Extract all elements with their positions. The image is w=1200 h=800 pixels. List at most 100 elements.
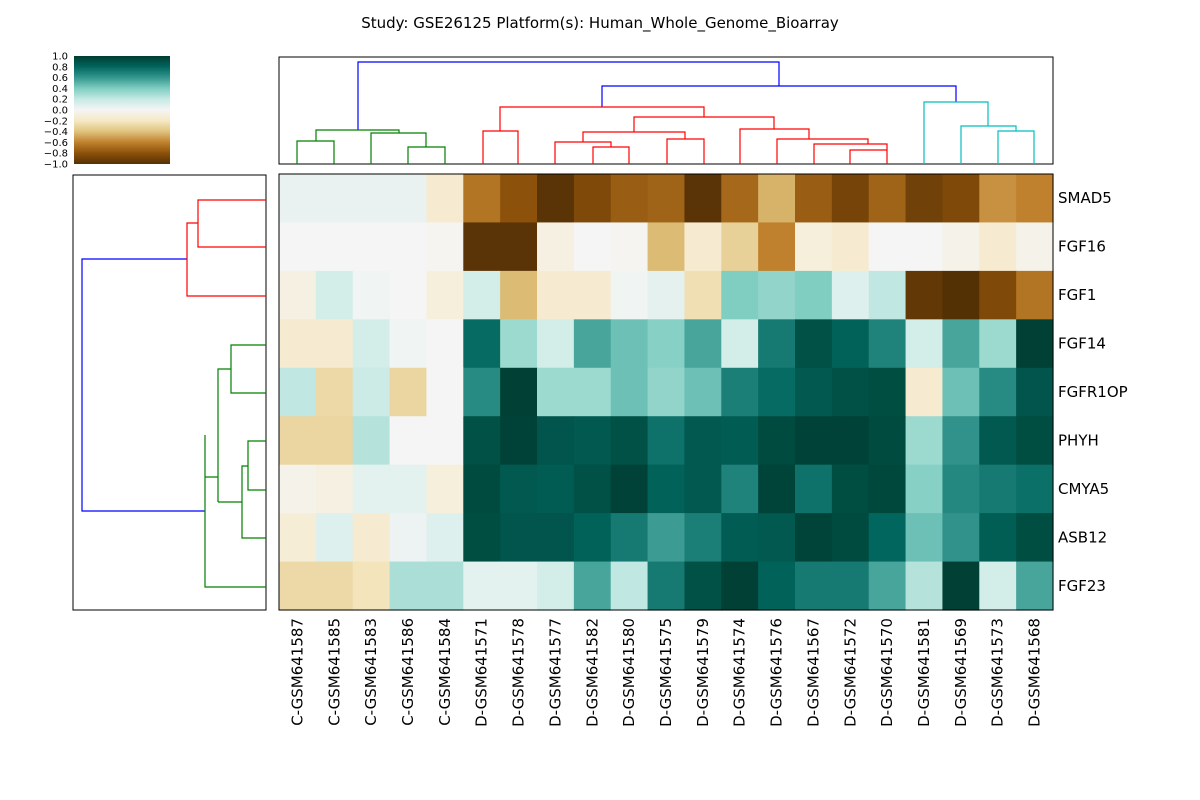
heatmap-cell: [831, 270, 870, 320]
heatmap-cell: [426, 464, 464, 514]
heatmap-cell: [795, 174, 833, 224]
heatmap-cell: [905, 270, 944, 320]
heatmap-cell: [389, 513, 428, 563]
column-label: D-GSM641577: [546, 618, 564, 727]
heatmap-cell: [573, 270, 612, 320]
heatmap-cell: [315, 270, 354, 320]
row-label: FGF16: [1058, 238, 1106, 256]
heatmap-cell: [279, 561, 317, 611]
heatmap-cell: [868, 513, 907, 563]
heatmap-cell: [979, 222, 1017, 272]
heatmap-cell: [831, 222, 870, 272]
heatmap-frame: [278, 173, 1054, 611]
heatmap-cell: [942, 416, 980, 466]
row-label: FGFR1OP: [1058, 383, 1128, 401]
heatmap-cell: [647, 416, 686, 466]
heatmap-cell: [758, 222, 796, 272]
heatmap-cell: [758, 561, 796, 611]
heatmap-cell: [389, 416, 428, 466]
heatmap-cell: [573, 174, 612, 224]
column-dendrogram: [296, 61, 1035, 164]
heatmap-cell: [721, 270, 759, 320]
column-label: D-GSM641580: [620, 618, 638, 727]
heatmap-cell: [721, 367, 759, 417]
heatmap-cell: [315, 464, 354, 514]
colorbar-tick-label: 0.2: [52, 95, 68, 106]
heatmap-cell: [979, 561, 1017, 611]
column-label: D-GSM641571: [473, 618, 491, 727]
heatmap-cell: [942, 222, 980, 272]
heatmap-cell: [610, 416, 649, 466]
heatmap-cell: [500, 319, 538, 369]
heatmap-cell: [905, 222, 944, 272]
heatmap-cell: [758, 513, 796, 563]
row-dendrogram: [81, 199, 266, 588]
heatmap-cell: [279, 416, 317, 466]
heatmap-cell: [647, 367, 686, 417]
heatmap-cell: [315, 561, 354, 611]
heatmap-cell: [905, 464, 944, 514]
heatmap-cell: [684, 270, 722, 320]
heatmap-cell: [500, 513, 538, 563]
heatmap-cell: [426, 561, 464, 611]
heatmap-cell: [500, 367, 538, 417]
heatmap-cell: [352, 367, 391, 417]
heatmap-cell: [795, 367, 833, 417]
heatmap-cell: [1016, 319, 1054, 369]
heatmap-cell: [1016, 270, 1054, 320]
colorbar-ticks: 1.00.80.60.40.20.0−0.2−0.4−0.6−0.8−1.0: [44, 52, 68, 171]
chart-title: Study: GSE26125 Platform(s): Human_Whole…: [361, 14, 839, 33]
heatmap-cell: [315, 174, 354, 224]
heatmap-cell: [279, 464, 317, 514]
row-labels: SMAD5 FGF16 FGF1 FGF14 FGFR1OP PHYH CMYA5 ASB12…: [1058, 189, 1128, 595]
heatmap-cell: [537, 222, 575, 272]
heatmap-cell: [500, 561, 538, 611]
heatmap-cell: [868, 464, 907, 514]
heatmap-cell: [942, 561, 980, 611]
heatmap-cell: [463, 464, 501, 514]
row-dendro-root-link: [81, 258, 205, 512]
heatmap-cell: [610, 270, 649, 320]
heatmap-cell: [979, 174, 1017, 224]
heatmap-cell: [463, 174, 501, 224]
heatmap-cell: [573, 222, 612, 272]
colorbar-tick-label: −1.0: [44, 160, 68, 171]
heatmap-cell: [426, 513, 464, 563]
heatmap-cell: [942, 464, 980, 514]
heatmap-cell: [647, 270, 686, 320]
heatmap-cell: [758, 367, 796, 417]
heatmap-cell: [795, 561, 833, 611]
colorbar-tick-label: 0.8: [52, 62, 68, 73]
heatmap-cell: [1016, 367, 1054, 417]
heatmap-cell: [279, 513, 317, 563]
heatmap-cell: [463, 270, 501, 320]
heatmap-cell: [647, 464, 686, 514]
heatmap-cell: [905, 174, 944, 224]
heatmap-cell: [684, 561, 722, 611]
heatmap-cell: [979, 513, 1017, 563]
col-dendro-d-group-a: [482, 106, 775, 164]
heatmap-cell: [831, 416, 870, 466]
colorbar: [74, 56, 170, 164]
heatmap-cell: [537, 416, 575, 466]
heatmap-cell: [795, 513, 833, 563]
heatmap-cell: [389, 319, 428, 369]
heatmap-cell: [500, 416, 538, 466]
colorbar-tick-label: −0.4: [44, 127, 68, 138]
column-label: D-GSM641575: [657, 618, 675, 727]
heatmap-cell: [868, 416, 907, 466]
heatmap-cell: [279, 319, 317, 369]
col-dendro-d-link: [601, 85, 957, 107]
heatmap-cell: [537, 561, 575, 611]
heatmap-cell: [463, 367, 501, 417]
column-label: D-GSM641574: [731, 618, 749, 727]
heatmap-cell: [831, 513, 870, 563]
heatmap-cell: [868, 174, 907, 224]
heatmap-cell: [352, 513, 391, 563]
heatmap-cell: [831, 174, 870, 224]
column-label: D-GSM641568: [1026, 618, 1044, 727]
heatmap-cell: [352, 270, 391, 320]
heatmap-cell: [684, 416, 722, 466]
row-label: CMYA5: [1058, 480, 1109, 498]
heatmap-cell: [315, 222, 354, 272]
